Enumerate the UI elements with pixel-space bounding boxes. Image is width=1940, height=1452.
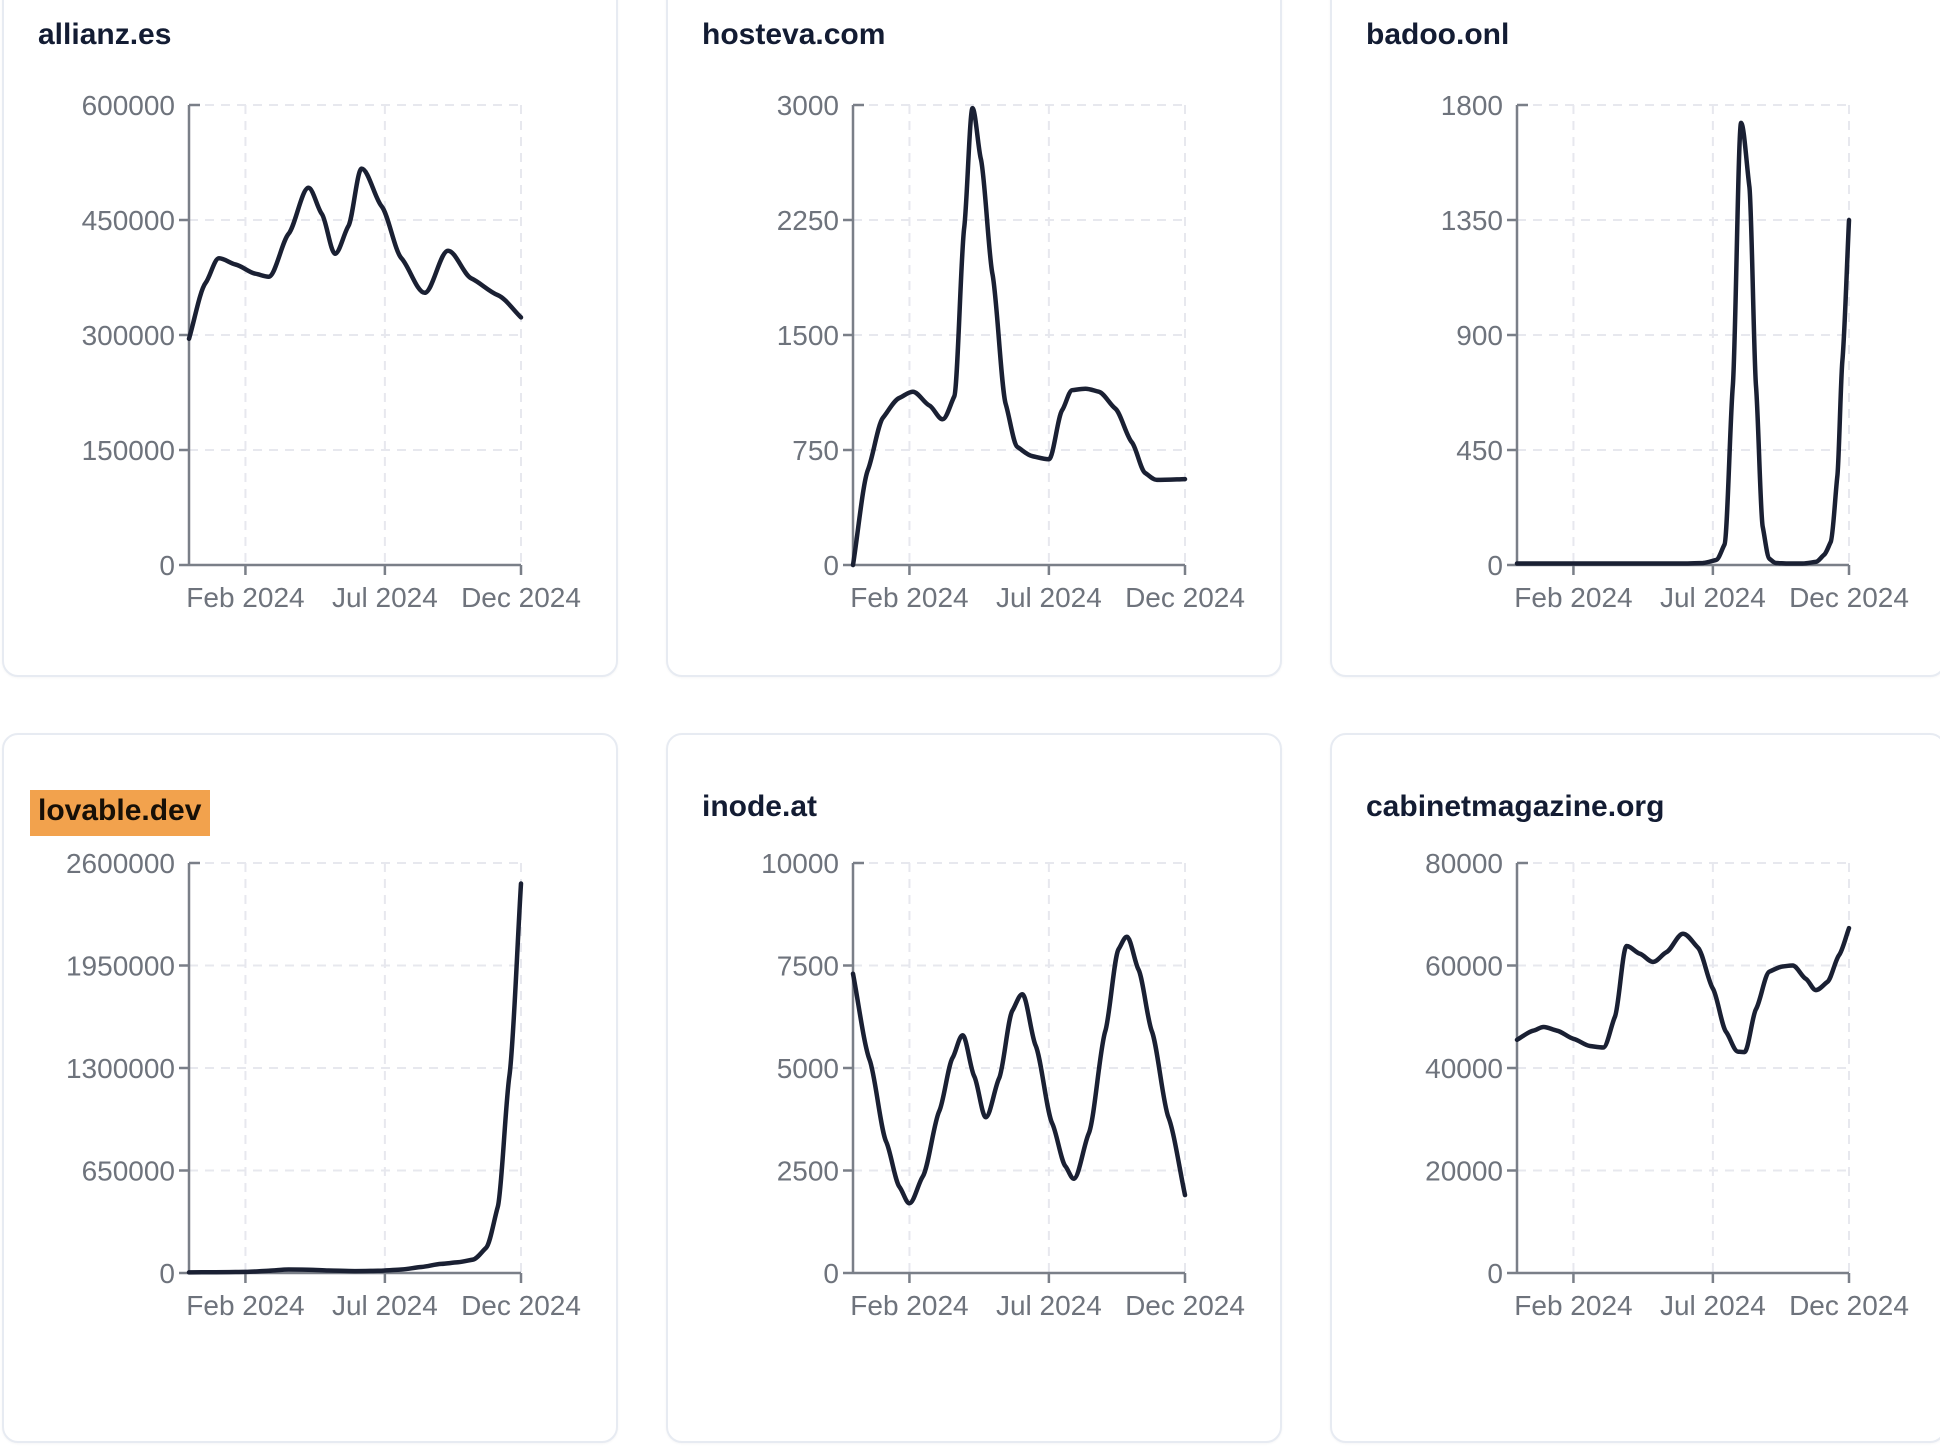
- line-chart: 0 450 900 1350 1800 Feb 2024 Jul 2024 Dec 2024: [1441, 90, 1909, 613]
- y-axis-tick-label: 750: [792, 435, 839, 466]
- y-axis-tick-label: 20000: [1425, 1156, 1503, 1187]
- x-axis-tick-label: Dec 2024: [1125, 1290, 1245, 1321]
- y-axis-tick-label: 0: [159, 1258, 175, 1289]
- y-axis-tick-label: 1350: [1441, 205, 1503, 236]
- line-chart: 0 650000 1300000 1950000 2600000 Feb 2024 Jul …: [66, 848, 581, 1321]
- chart-card[interactable]: cabinetmagazine.org 0 20000 40000 60000 8000…: [1330, 733, 1940, 1443]
- chart-card[interactable]: hosteva.com 0 750 1500 2250 3000 Feb 2024 Jul …: [666, 0, 1282, 677]
- series-line: [186, 166, 524, 342]
- x-axis-tick-label: Jul 2024: [1660, 582, 1766, 613]
- y-axis-tick-label: 2250: [777, 205, 839, 236]
- chart-title: inode.at: [668, 735, 1280, 825]
- y-axis-tick-label: 3000: [777, 90, 839, 121]
- x-axis-tick-label: Dec 2024: [1789, 1290, 1909, 1321]
- chart-title-text: cabinetmagazine.org: [1366, 790, 1665, 823]
- y-axis-tick-label: 10000: [761, 848, 839, 879]
- y-axis-tick-label: 150000: [82, 435, 175, 466]
- y-axis-tick-label: 1500: [777, 320, 839, 351]
- y-axis-tick-label: 600000: [82, 90, 175, 121]
- y-axis-tick-label: 300000: [82, 320, 175, 351]
- y-axis-tick-label: 0: [1487, 1258, 1503, 1289]
- x-axis-tick-label: Jul 2024: [996, 1290, 1102, 1321]
- series-line: [1514, 120, 1852, 566]
- y-axis-tick-label: 60000: [1425, 951, 1503, 982]
- chart-title: badoo.onl: [1332, 0, 1940, 53]
- y-axis-tick-label: 5000: [777, 1053, 839, 1084]
- series-line: [850, 934, 1188, 1206]
- chart-title: lovable.dev: [4, 735, 616, 836]
- y-axis-tick-label: 40000: [1425, 1053, 1503, 1084]
- x-axis-tick-label: Jul 2024: [1660, 1290, 1766, 1321]
- y-axis-tick-label: 450: [1456, 435, 1503, 466]
- chart-title-text: allianz.es: [38, 18, 172, 51]
- chart-card[interactable]: lovable.dev 0 650000 1300000 1950000 2600000…: [2, 733, 618, 1443]
- series-line: [1514, 925, 1852, 1055]
- line-chart: 0 750 1500 2250 3000 Feb 2024 Jul 2024 Dec 2024: [777, 90, 1245, 613]
- line-chart: 0 2500 5000 7500 10000 Feb 2024 Jul 2024 Dec 20…: [761, 848, 1245, 1321]
- y-axis-tick-label: 0: [823, 550, 839, 581]
- x-axis-tick-label: Jul 2024: [332, 582, 438, 613]
- chart-title: cabinetmagazine.org: [1332, 735, 1940, 825]
- x-axis-tick-label: Feb 2024: [1514, 1290, 1632, 1321]
- line-chart: 0 150000 300000 450000 600000 Feb 2024 Jul 202…: [82, 90, 581, 613]
- chart-card[interactable]: allianz.es 0 150000 300000 450000 600000 Feb …: [2, 0, 618, 677]
- y-axis-tick-label: 1800: [1441, 90, 1503, 121]
- chart-title-text: hosteva.com: [702, 18, 886, 51]
- x-axis-tick-label: Dec 2024: [461, 582, 581, 613]
- y-axis-tick-label: 2600000: [66, 848, 175, 879]
- x-axis-tick-label: Feb 2024: [1514, 582, 1632, 613]
- y-axis-tick-label: 650000: [82, 1156, 175, 1187]
- y-axis-tick-label: 0: [823, 1258, 839, 1289]
- y-axis-tick-label: 1300000: [66, 1053, 175, 1084]
- y-axis-tick-label: 80000: [1425, 848, 1503, 879]
- x-axis-tick-label: Dec 2024: [1789, 582, 1909, 613]
- x-axis-tick-label: Jul 2024: [996, 582, 1102, 613]
- x-axis-tick-label: Feb 2024: [850, 1290, 968, 1321]
- y-axis-tick-label: 0: [159, 550, 175, 581]
- chart-title-text: lovable.dev: [30, 790, 211, 836]
- x-axis-tick-label: Feb 2024: [186, 1290, 304, 1321]
- line-chart: 0 20000 40000 60000 80000 Feb 2024 Jul 2024 Dec…: [1425, 848, 1909, 1321]
- chart-title-text: inode.at: [702, 790, 818, 823]
- x-axis-tick-label: Dec 2024: [461, 1290, 581, 1321]
- x-axis-tick-label: Feb 2024: [850, 582, 968, 613]
- y-axis-tick-label: 450000: [82, 205, 175, 236]
- y-axis-tick-label: 900: [1456, 320, 1503, 351]
- series-line: [186, 881, 524, 1275]
- y-axis-tick-label: 2500: [777, 1156, 839, 1187]
- x-axis-tick-label: Feb 2024: [186, 582, 304, 613]
- chart-title-text: badoo.onl: [1366, 18, 1510, 51]
- y-axis-tick-label: 0: [1487, 550, 1503, 581]
- x-axis-tick-label: Jul 2024: [332, 1290, 438, 1321]
- chart-title: hosteva.com: [668, 0, 1280, 53]
- series-line: [850, 105, 1188, 568]
- y-axis-tick-label: 1950000: [66, 951, 175, 982]
- x-axis-tick-label: Dec 2024: [1125, 582, 1245, 613]
- y-axis-tick-label: 7500: [777, 951, 839, 982]
- chart-card[interactable]: badoo.onl 0 450 900 1350 1800 Feb 2024 Jul 202…: [1330, 0, 1940, 677]
- chart-title: allianz.es: [4, 0, 616, 53]
- chart-card[interactable]: inode.at 0 2500 5000 7500 10000 Feb 2024 Jul 2…: [666, 733, 1282, 1443]
